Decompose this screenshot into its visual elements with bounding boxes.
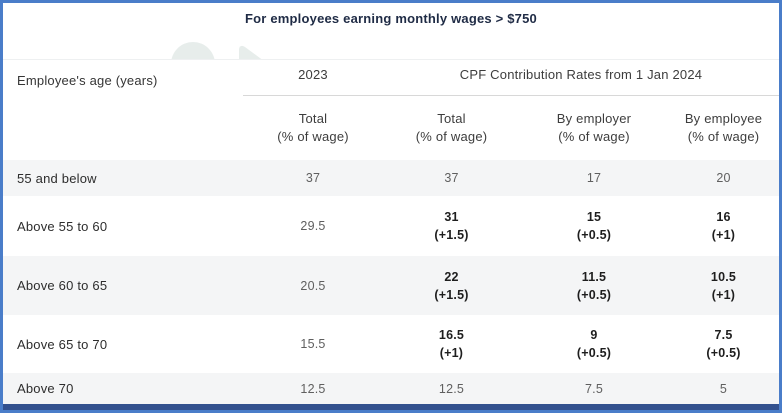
rate-value: 16 — [716, 210, 731, 224]
rate-value: 9 — [590, 328, 598, 342]
age-cell: Above 65 to 70 — [17, 336, 108, 352]
rate-value: 37 — [305, 171, 321, 185]
rate-value: 7.5 — [714, 328, 733, 342]
rate-value: 5 — [719, 381, 728, 396]
bottom-bar — [3, 404, 779, 410]
table-row-55-and-below: 55 and below 37 37 17 20 — [3, 160, 779, 196]
table-row-above-65-to-70: Above 65 to 70 15.5 16.5 (+1) 9 (+0.5) 7… — [3, 315, 779, 373]
rate-delta: (+0.5) — [576, 228, 612, 242]
subheader-unit: (% of wage) — [558, 128, 630, 144]
rate-cell-employer: 17 — [520, 160, 668, 196]
rate-value: 37 — [444, 171, 459, 185]
rate-cell-total-2024: 16.5 (+1) — [383, 315, 520, 373]
rate-cell-employer: 9 (+0.5) — [520, 315, 668, 373]
age-cell: 55 and below — [17, 170, 97, 186]
column-header-by-employee: By employee (% of wage) — [668, 95, 779, 160]
rate-delta: (+1.5) — [434, 228, 469, 242]
title-bar: For employees earning monthly wages > $7… — [3, 3, 779, 60]
rate-cell-employee: 5 — [668, 373, 779, 404]
rate-value: 15.5 — [300, 337, 326, 351]
rate-delta: (+0.5) — [576, 287, 612, 302]
table-row-above-60-to-65: Above 60 to 65 20.5 22 (+1.5) 11.5 (+0.5… — [3, 256, 779, 315]
rate-cell-total-2023: 37 — [243, 160, 383, 196]
rate-cell-total-2023: 15.5 — [243, 315, 383, 373]
rate-cell-employee: 7.5 (+0.5) — [668, 315, 779, 373]
rate-delta: (+1.5) — [434, 287, 469, 302]
rate-value: 29.5 — [300, 219, 326, 233]
rate-cell-total-2023: 12.5 — [243, 373, 383, 404]
rate-cell-total-2024: 22 (+1.5) — [383, 256, 520, 315]
column-group-2023: 2023 — [243, 60, 383, 96]
column-header-age: Employee's age (years) — [17, 73, 158, 88]
rate-value: 22 — [444, 269, 459, 284]
rate-delta: (+0.5) — [576, 346, 612, 360]
rate-cell-employee: 20 — [668, 160, 779, 196]
subheader-unit: (% of wage) — [415, 128, 488, 144]
rate-value: 15 — [586, 210, 602, 224]
rate-value: 16.5 — [438, 328, 465, 342]
decor-watermark-shapes — [171, 42, 262, 59]
column-header-by-employer: By employer (% of wage) — [520, 95, 668, 160]
table-row-above-70: Above 70 12.5 12.5 7.5 5 — [3, 373, 779, 404]
rate-value: 12.5 — [300, 381, 326, 396]
rate-cell-total-2023: 20.5 — [243, 256, 383, 315]
rate-cell-total-2024: 37 — [383, 160, 520, 196]
age-cell: Above 70 — [17, 381, 74, 396]
rate-cell-employee: 10.5 (+1) — [668, 256, 779, 315]
rate-cell-total-2023: 29.5 — [243, 196, 383, 256]
rate-delta: (+1) — [439, 346, 464, 360]
subheader-unit: (% of wage) — [687, 128, 760, 144]
column-header-total-2024: Total (% of wage) — [383, 95, 520, 160]
subheader-label: Total — [298, 110, 328, 126]
subheader-label: By employee — [684, 110, 763, 126]
subheader-unit: (% of wage) — [277, 128, 349, 144]
cpf-rates-table: Employee's age (years) 2023 CPF Contribu… — [3, 60, 779, 404]
rate-cell-total-2024: 12.5 — [383, 373, 520, 404]
column-group-2024: CPF Contribution Rates from 1 Jan 2024 — [383, 60, 779, 96]
rate-delta: (+1) — [711, 287, 736, 302]
age-cell: Above 60 to 65 — [17, 278, 108, 293]
rate-cell-employer: 7.5 — [520, 373, 668, 404]
rate-value: 20 — [716, 171, 731, 185]
age-cell: Above 55 to 60 — [17, 218, 108, 234]
rate-value: 10.5 — [710, 269, 737, 284]
table-title: For employees earning monthly wages > $7… — [245, 11, 537, 26]
column-header-total-2023: Total (% of wage) — [243, 95, 383, 160]
rate-value: 12.5 — [438, 381, 465, 396]
rate-cell-total-2024: 31 (+1.5) — [383, 196, 520, 256]
subheader-label: By employer — [556, 110, 632, 126]
table-row-above-55-to-60: Above 55 to 60 29.5 31 (+1.5) 15 (+0.5) … — [3, 196, 779, 256]
header-group-row: Employee's age (years) 2023 CPF Contribu… — [3, 60, 779, 96]
rate-value: 17 — [586, 171, 602, 185]
rate-value: 31 — [444, 210, 459, 224]
header-sub-row: Total (% of wage) Total (% of wage) By e… — [3, 95, 779, 160]
rate-delta: (+1) — [711, 228, 736, 242]
subheader-label: Total — [437, 110, 466, 126]
rate-cell-employer: 15 (+0.5) — [520, 196, 668, 256]
rate-cell-employee: 16 (+1) — [668, 196, 779, 256]
rate-value: 11.5 — [581, 269, 607, 284]
rate-value: 7.5 — [585, 381, 603, 396]
rate-value: 20.5 — [300, 278, 326, 293]
rate-delta: (+0.5) — [706, 346, 741, 360]
rate-cell-employer: 11.5 (+0.5) — [520, 256, 668, 315]
